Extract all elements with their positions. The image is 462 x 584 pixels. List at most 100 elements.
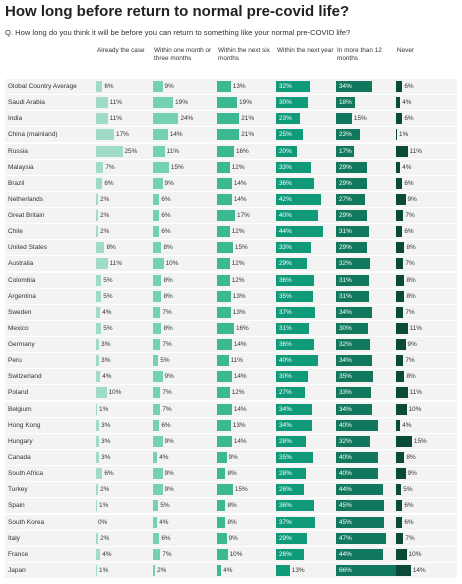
value-cell: 9%: [153, 177, 215, 189]
value-bar: [153, 129, 168, 141]
value-bar: [217, 451, 227, 463]
value-cell: 3%: [96, 419, 152, 431]
value-label: 36%: [279, 276, 292, 284]
value-label: 29%: [279, 260, 292, 268]
value-bar: [396, 516, 403, 528]
value-bar: [96, 548, 101, 560]
value-cell: 30%: [336, 322, 395, 334]
value-label: 12%: [231, 276, 245, 284]
column-header: In more than 12 months: [337, 47, 382, 63]
value-bar: [217, 81, 231, 92]
value-cell: 2%: [96, 532, 152, 544]
value-label: 6%: [404, 228, 414, 236]
value-label: 7%: [162, 550, 172, 558]
value-label: 36%: [279, 502, 292, 510]
value-label: 2%: [100, 228, 110, 236]
value-bar: [396, 468, 406, 480]
value-cell: 15%: [217, 484, 275, 496]
value-cell: 25%: [96, 145, 152, 157]
value-cell: 6%: [96, 177, 152, 189]
value-label: 31%: [279, 324, 292, 332]
value-label: 10%: [408, 405, 422, 413]
value-bar: [276, 81, 310, 92]
value-cell: 1%: [96, 403, 152, 415]
value-label: 9%: [407, 470, 417, 478]
value-cell: 15%: [153, 161, 215, 173]
value-cell: 32%: [276, 81, 335, 92]
value-bar: [153, 226, 160, 238]
value-cell: 6%: [396, 113, 457, 125]
value-label: 9%: [164, 179, 174, 187]
value-cell: 11%: [396, 387, 457, 399]
value-cell: 32%: [336, 258, 395, 270]
value-label: 16%: [235, 324, 249, 332]
value-cell: 7%: [153, 306, 215, 318]
value-label: 30%: [279, 373, 292, 381]
value-label: 4%: [159, 518, 169, 526]
value-bar: [96, 129, 115, 141]
value-bar: [96, 113, 108, 125]
value-bar: [217, 97, 238, 109]
value-bar: [336, 516, 384, 528]
value-bar: [336, 290, 369, 302]
value-cell: 37%: [276, 516, 335, 528]
value-bar: [336, 548, 383, 560]
value-cell: 32%: [336, 435, 395, 447]
value-label: 29%: [339, 163, 352, 171]
value-bar: [217, 161, 230, 173]
value-cell: 10%: [396, 403, 457, 415]
value-cell: 8%: [217, 516, 275, 528]
value-bar: [396, 339, 406, 351]
value-label: 6%: [161, 228, 171, 236]
value-label: 9%: [228, 453, 238, 461]
value-label: 4%: [402, 99, 412, 107]
country-label: Japan: [8, 566, 26, 574]
value-label: 44%: [339, 550, 352, 558]
value-label: 44%: [279, 228, 292, 236]
value-cell: 40%: [336, 451, 395, 463]
value-bar: [336, 177, 367, 189]
column-header: Never: [397, 47, 415, 54]
value-cell: 5%: [153, 500, 215, 512]
value-label: 6%: [104, 83, 114, 90]
value-label: 9%: [164, 486, 174, 494]
value-label: 7%: [405, 308, 415, 316]
value-cell: 35%: [276, 451, 335, 463]
value-bar: [153, 113, 179, 125]
value-label: 20%: [279, 147, 292, 155]
country-label: Turkey: [8, 486, 28, 494]
country-label: Saudi Arabia: [8, 99, 45, 107]
value-bar: [396, 355, 404, 367]
value-label: 33%: [279, 163, 292, 171]
value-bar: [217, 548, 228, 560]
value-label: 11%: [109, 260, 122, 268]
value-cell: 8%: [396, 274, 457, 286]
value-label: 9%: [164, 83, 174, 90]
value-bar: [396, 210, 404, 222]
value-cell: 34%: [276, 403, 335, 415]
value-bar: [396, 242, 405, 254]
value-cell: 7%: [153, 387, 215, 399]
value-bar: [396, 484, 402, 496]
value-bar: [336, 242, 367, 254]
value-label: 2%: [100, 534, 110, 542]
value-cell: 8%: [396, 290, 457, 302]
value-bar: [336, 468, 379, 480]
value-label: 8%: [106, 244, 116, 252]
value-cell: 45%: [336, 516, 395, 528]
value-cell: 34%: [276, 419, 335, 431]
value-cell: 4%: [96, 306, 152, 318]
value-bar: [96, 306, 101, 318]
value-bar: [153, 322, 162, 334]
value-cell: 26%: [276, 484, 335, 496]
value-label: 36%: [279, 341, 292, 349]
value-bar: [396, 290, 405, 302]
value-cell: 33%: [336, 387, 395, 399]
value-bar: [396, 258, 404, 270]
value-label: 35%: [279, 453, 292, 461]
value-label: 8%: [406, 244, 416, 252]
country-label: Poland: [8, 389, 29, 397]
country-label: Great Britain: [8, 212, 45, 220]
value-bar: [153, 290, 162, 302]
value-bar: [153, 145, 165, 157]
